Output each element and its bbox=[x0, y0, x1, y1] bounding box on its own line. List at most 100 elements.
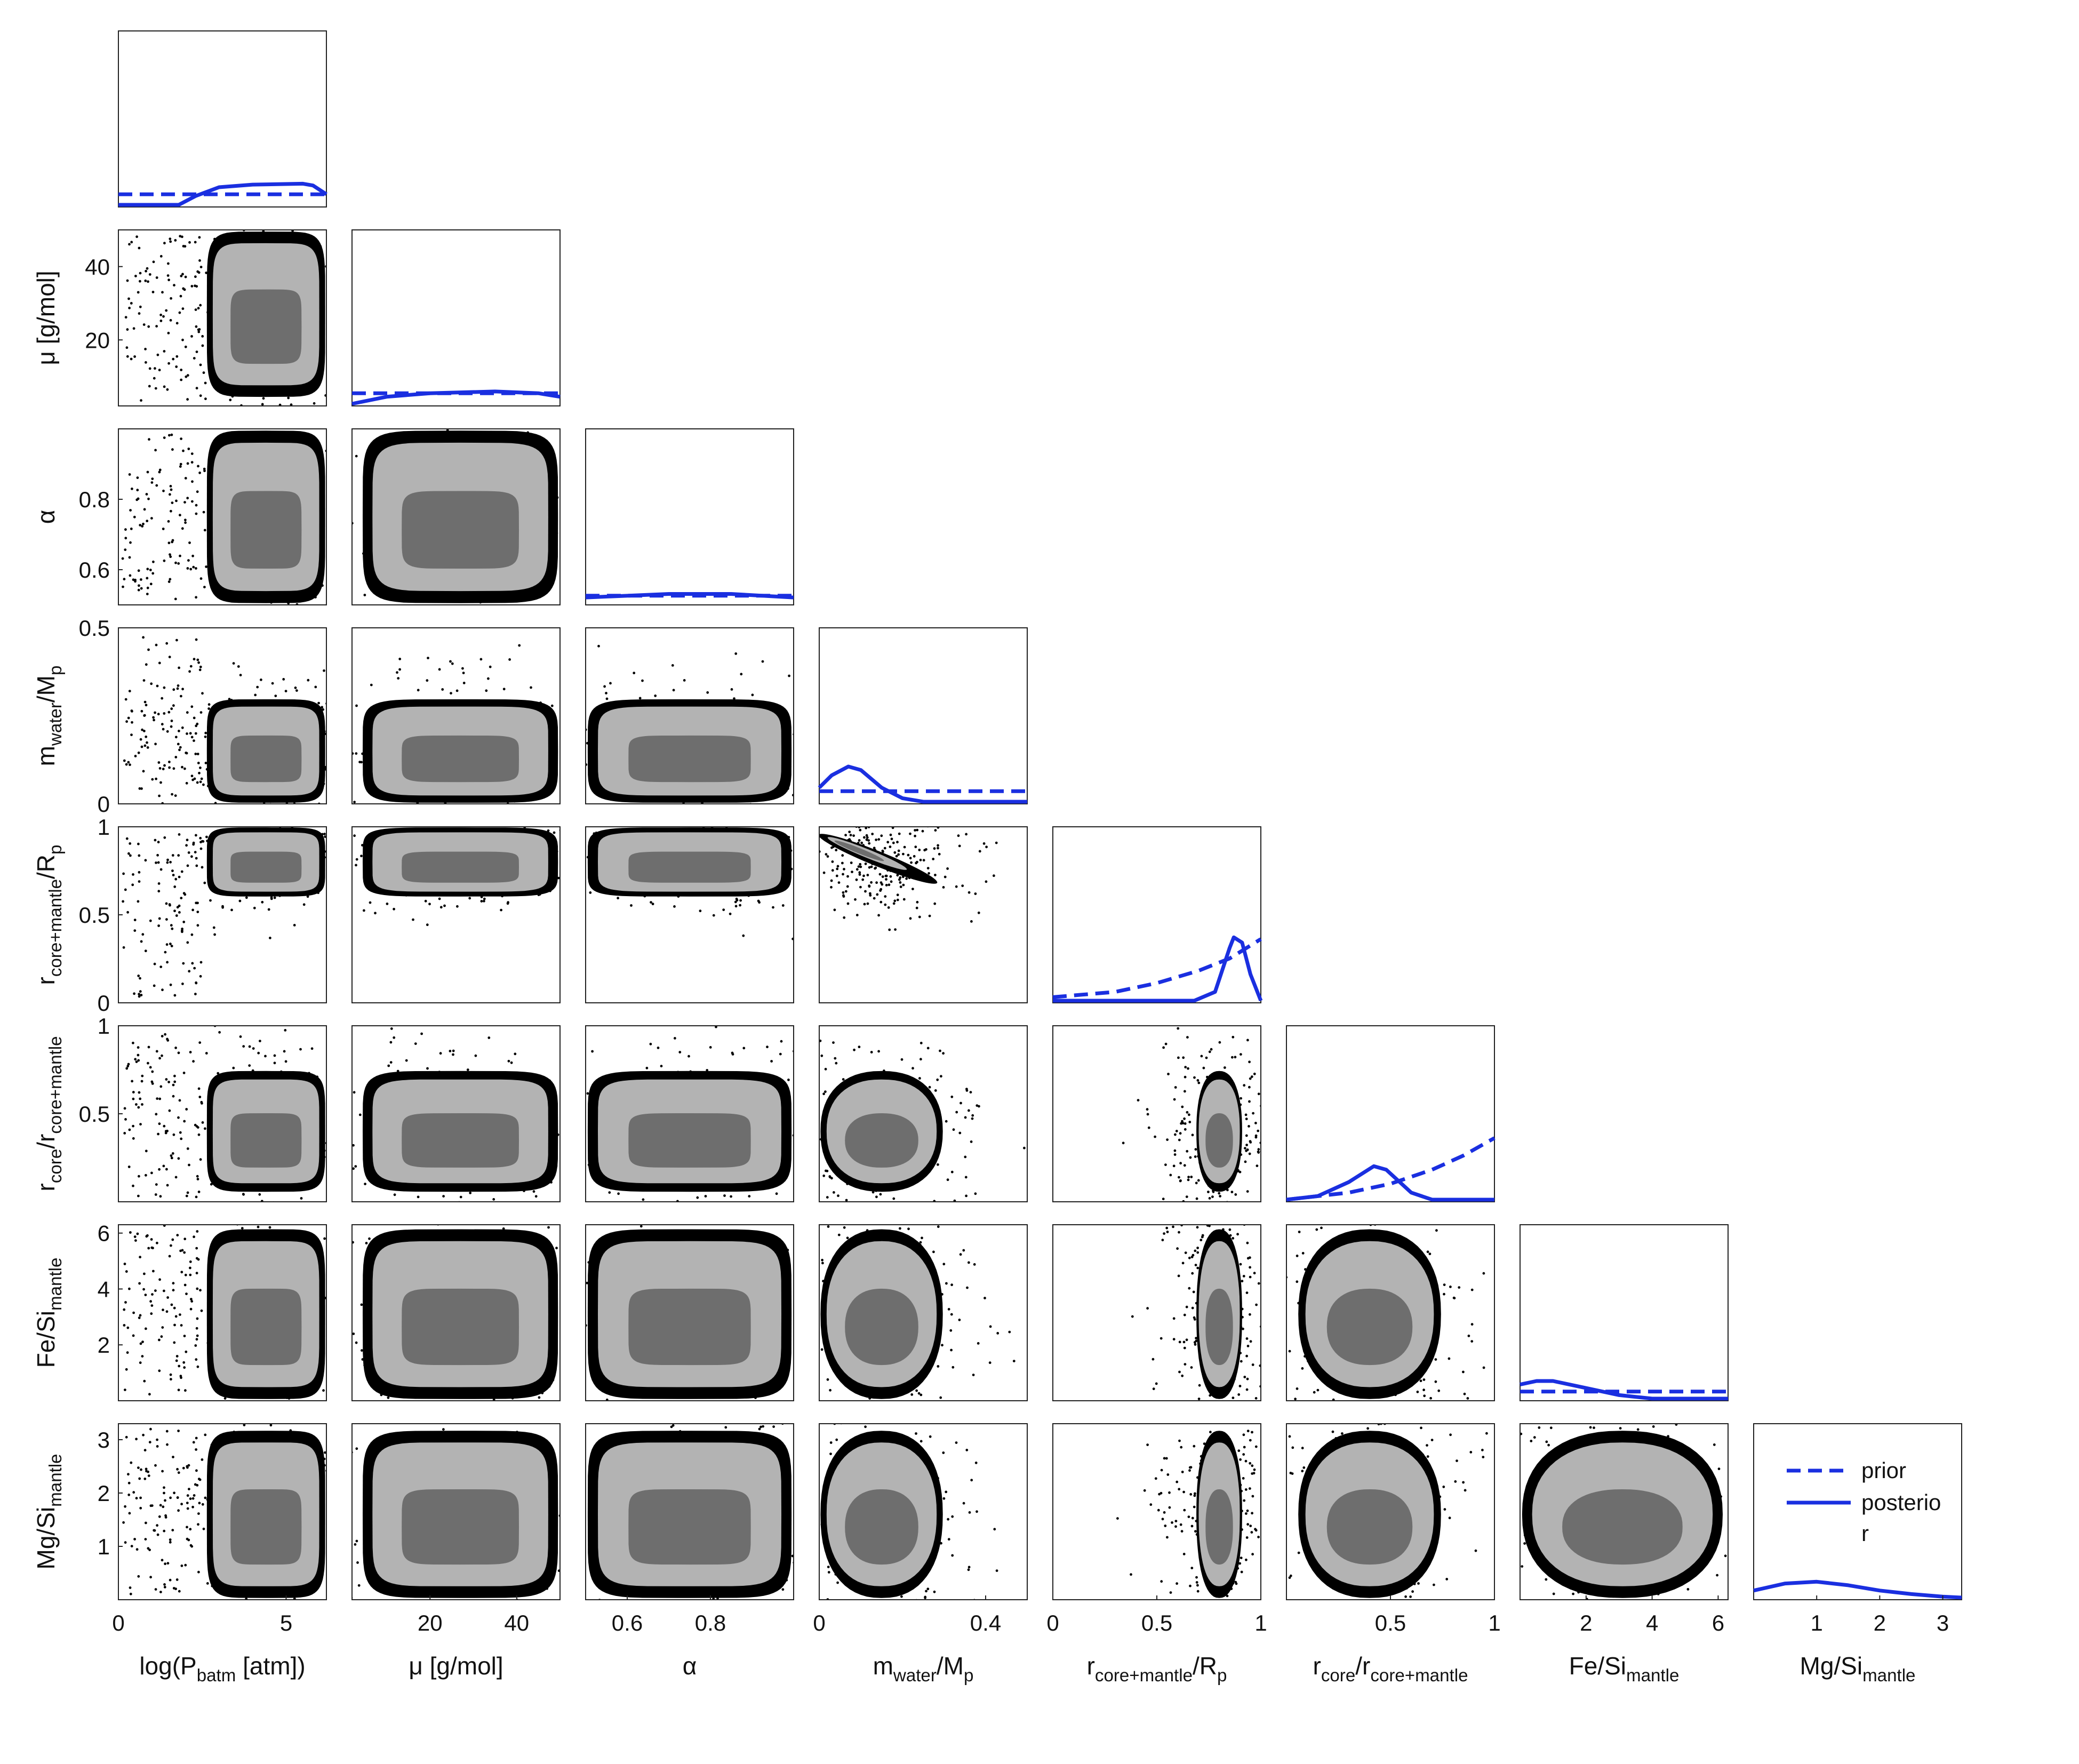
scatter-point bbox=[343, 1218, 346, 1221]
scatter-point bbox=[333, 404, 335, 406]
scatter-point bbox=[178, 1099, 181, 1102]
scatter-point bbox=[965, 1194, 967, 1198]
scatter-point bbox=[334, 876, 337, 879]
scatter-point bbox=[203, 881, 206, 884]
scatter-point bbox=[1174, 1133, 1177, 1136]
scatter-point bbox=[482, 608, 484, 611]
scatter-point bbox=[848, 831, 851, 833]
scatter-point bbox=[1182, 1056, 1185, 1059]
scatter-point bbox=[365, 812, 367, 815]
scatter-point bbox=[139, 977, 141, 980]
scatter-point bbox=[205, 816, 207, 819]
scatter-point bbox=[591, 1050, 594, 1053]
scatter-point bbox=[574, 804, 577, 807]
scatter-point bbox=[134, 1058, 137, 1061]
scatter-point bbox=[199, 847, 203, 850]
scatter-point bbox=[259, 815, 261, 818]
scatter-point bbox=[1211, 1195, 1214, 1199]
scatter-point bbox=[251, 1406, 254, 1409]
scatter-point bbox=[169, 943, 172, 945]
scatter-point bbox=[1181, 1105, 1184, 1108]
scatter-point bbox=[514, 1052, 517, 1056]
scatter-point bbox=[1232, 1035, 1235, 1039]
scatter-point bbox=[199, 1158, 202, 1161]
scatter-point bbox=[445, 819, 448, 822]
density-mu-alpha bbox=[352, 429, 559, 625]
scatter-point bbox=[199, 394, 202, 397]
scatter-point bbox=[363, 594, 366, 596]
scatter-point bbox=[578, 1101, 580, 1104]
scatter-point bbox=[151, 1070, 154, 1073]
scatter-point bbox=[150, 481, 154, 484]
scatter-point bbox=[159, 965, 163, 968]
scatter-point bbox=[337, 1120, 340, 1123]
panel-frame bbox=[118, 229, 327, 406]
scatter-point bbox=[906, 1213, 909, 1216]
scatter-point bbox=[142, 522, 145, 525]
scatter-point bbox=[335, 520, 338, 522]
scatter-point bbox=[1164, 1163, 1167, 1167]
scatter-point bbox=[195, 596, 197, 599]
scatter-point bbox=[143, 744, 147, 747]
scatter-point bbox=[195, 1272, 198, 1275]
scatter-point bbox=[576, 864, 579, 867]
scatter-point bbox=[571, 744, 574, 746]
scatter-point bbox=[570, 744, 572, 746]
scatter-point bbox=[310, 1047, 314, 1050]
scatter-point bbox=[188, 241, 191, 244]
scatter-point bbox=[479, 658, 483, 661]
scatter-point bbox=[538, 1396, 541, 1399]
scatter-point bbox=[964, 1176, 967, 1179]
scatter-point bbox=[1242, 1226, 1245, 1229]
scatter-point bbox=[168, 761, 171, 763]
scatter-point bbox=[456, 605, 459, 608]
scatter-point bbox=[334, 881, 337, 883]
scatter-point bbox=[466, 1068, 469, 1071]
scatter-point bbox=[157, 890, 161, 893]
scatter-point bbox=[156, 1241, 158, 1244]
panel-frame bbox=[118, 627, 327, 804]
scatter-point bbox=[281, 1219, 284, 1222]
scatter-point bbox=[183, 893, 187, 896]
scatter-point bbox=[487, 622, 490, 625]
scatter-point bbox=[830, 879, 833, 882]
scatter-point bbox=[344, 794, 347, 797]
scatter-point bbox=[178, 748, 181, 752]
scatter-point bbox=[581, 1297, 584, 1299]
scatter-point bbox=[158, 1278, 161, 1281]
scatter-point bbox=[1272, 1062, 1275, 1065]
scatter-point bbox=[169, 1373, 172, 1376]
scatter-point bbox=[133, 992, 136, 995]
scatter-point bbox=[534, 1195, 538, 1198]
scatter-point bbox=[923, 1227, 925, 1230]
scatter-point bbox=[958, 844, 961, 848]
scatter-point bbox=[317, 634, 320, 636]
scatter-point bbox=[139, 990, 142, 993]
scatter-point bbox=[140, 578, 142, 581]
scatter-point bbox=[428, 903, 431, 906]
scatter-point bbox=[874, 1216, 877, 1219]
scatter-point bbox=[756, 817, 758, 820]
scatter-point bbox=[802, 1159, 805, 1162]
scatter-point bbox=[297, 816, 300, 819]
scatter-point bbox=[132, 1097, 135, 1100]
scatter-point bbox=[775, 1192, 778, 1195]
scatter-point bbox=[196, 911, 199, 913]
scatter-point bbox=[1240, 1097, 1243, 1100]
scatter-point bbox=[450, 692, 452, 695]
scatter-point bbox=[902, 898, 906, 901]
scatter-point bbox=[196, 658, 199, 661]
scatter-point bbox=[259, 816, 262, 818]
scatter-point bbox=[207, 703, 211, 706]
scatter-point bbox=[196, 1334, 199, 1337]
scatter-point bbox=[954, 1209, 956, 1212]
scatter-point bbox=[165, 309, 168, 312]
scatter-point bbox=[171, 1238, 174, 1241]
scatter-point bbox=[878, 873, 882, 876]
scatter-point bbox=[837, 1194, 839, 1198]
scatter-point bbox=[343, 863, 346, 865]
scatter-point bbox=[181, 273, 184, 276]
scatter-point bbox=[461, 816, 463, 819]
scatter-point bbox=[879, 823, 882, 825]
scatter-point bbox=[1254, 1136, 1258, 1139]
